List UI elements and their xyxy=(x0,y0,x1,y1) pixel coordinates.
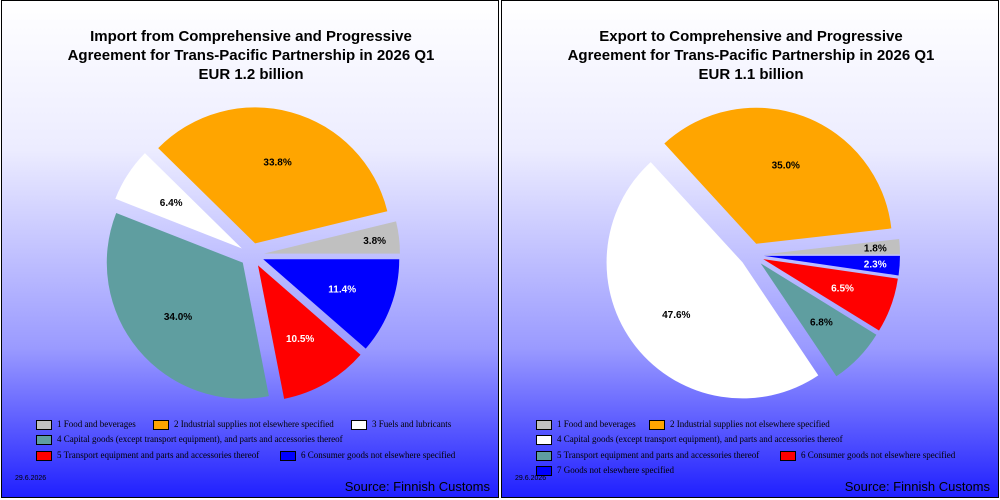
pie-slice-label: 35.0% xyxy=(772,160,800,171)
pie-slice-label: 11.4% xyxy=(328,284,356,295)
pie-slice-label: 6.8% xyxy=(810,317,833,328)
pie-slice xyxy=(763,259,898,331)
pie-slice xyxy=(258,265,361,399)
pie-slice xyxy=(760,263,877,377)
legend-label: 6 Consumer goods not elsewhere specified xyxy=(301,450,456,460)
legend-swatch xyxy=(780,451,796,461)
pie-slice xyxy=(115,153,242,249)
title-line-2: Agreement for Trans-Pacific Partnership … xyxy=(567,47,935,64)
pie-slice-label: 33.8% xyxy=(263,158,291,169)
legend-label: 2 Industrial supplies not elsewhere spec… xyxy=(174,419,334,429)
pie-slice-label: 1.8% xyxy=(864,244,887,255)
title-line-3: EUR 1.1 billion xyxy=(698,66,804,83)
pie-slice-label: 6.4% xyxy=(160,198,183,209)
pie-slice xyxy=(664,107,892,244)
legend-label: 2 Industrial supplies not elsewhere spec… xyxy=(670,419,830,429)
legend-swatch xyxy=(649,420,665,430)
legend-swatch xyxy=(351,420,367,430)
export-pie-chart: 1.8% 35.0% 47.6% 6.8% 6.5% 2.3% xyxy=(606,107,900,399)
pie-slice xyxy=(263,259,400,349)
import-pie-chart: 3.8% 33.8% 6.4% 34.0% 10.5% 11.4% xyxy=(106,107,400,399)
legend-swatch xyxy=(536,435,552,445)
pie-slice-label: 3.8% xyxy=(363,236,386,247)
pie-slice-label: 10.5% xyxy=(286,334,314,345)
chart-date: 29.6.2026 xyxy=(15,475,47,482)
pie-slice-label: 6.5% xyxy=(831,283,854,294)
title-line-1: Export to Comprehensive and Progressive xyxy=(599,28,903,45)
legend-swatch xyxy=(36,420,52,430)
legend-swatch xyxy=(153,420,169,430)
pie-slice xyxy=(606,162,819,399)
legend-swatch xyxy=(536,466,552,476)
import-chart-title: Import from Comprehensive and Progressiv… xyxy=(2,27,498,84)
pie-slice xyxy=(158,107,388,244)
legend-label: 3 Fuels and lubricants xyxy=(372,419,452,429)
pie-slice xyxy=(263,221,400,254)
title-line-3: EUR 1.2 billion xyxy=(198,66,304,83)
pie-slice xyxy=(763,255,900,276)
legend-swatch xyxy=(280,451,296,461)
legend-label: 6 Consumer goods not elsewhere specified xyxy=(801,450,956,460)
chart-date: 29.6.2026 xyxy=(515,475,547,482)
legend-label: 7 Goods not elsewhere specified xyxy=(557,465,674,475)
export-chart-panel: Export to Comprehensive and Progressive … xyxy=(501,0,999,498)
title-line-1: Import from Comprehensive and Progressiv… xyxy=(90,28,412,45)
pie-slice xyxy=(763,238,900,255)
legend-label: 1 Food and beverages xyxy=(57,419,136,429)
source-note: Source: Finnish Customs xyxy=(344,479,490,494)
pie-slice-label: 2.3% xyxy=(864,259,887,270)
legend-label: 5 Transport equipment and parts and acce… xyxy=(57,450,260,460)
export-chart-title: Export to Comprehensive and Progressive … xyxy=(502,27,998,84)
source-note: Source: Finnish Customs xyxy=(844,479,990,494)
legend-label: 1 Food and beverages xyxy=(557,419,636,429)
legend-swatch xyxy=(536,451,552,461)
pie-slice-label: 34.0% xyxy=(164,312,192,323)
legend-label: 4 Capital goods (except transport equipm… xyxy=(557,434,843,444)
pie-slice-label: 47.6% xyxy=(662,310,690,321)
legend-swatch xyxy=(36,435,52,445)
import-chart-panel: Import from Comprehensive and Progressiv… xyxy=(1,0,499,498)
legend-label: 5 Transport equipment and parts and acce… xyxy=(557,450,760,460)
title-line-2: Agreement for Trans-Pacific Partnership … xyxy=(67,47,435,64)
legend-swatch xyxy=(36,451,52,461)
legend-swatch xyxy=(536,420,552,430)
legend-label: 4 Capital goods (except transport equipm… xyxy=(57,434,343,444)
pie-slice xyxy=(106,212,269,399)
